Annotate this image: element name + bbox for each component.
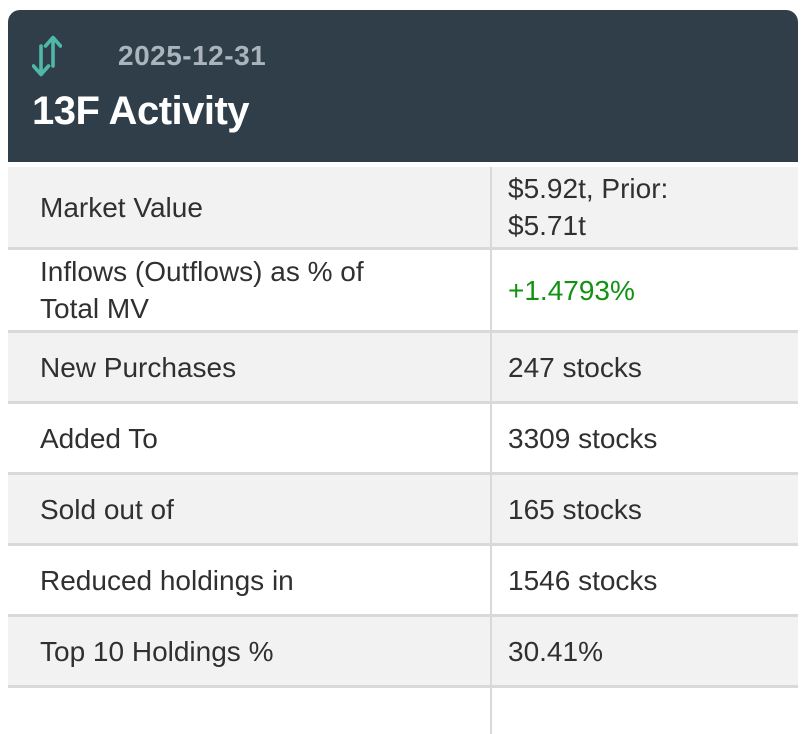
table-row-cutoff <box>8 685 798 734</box>
row-label: Added To <box>40 422 158 454</box>
13f-activity-card: 2025-12-31 13F Activity Market Value $5.… <box>8 10 798 734</box>
row-value: 165 stocks <box>508 493 642 525</box>
table-row-top10-holdings: Top 10 Holdings % 30.41% <box>8 614 798 685</box>
row-label: Sold out of <box>40 493 174 525</box>
row-value: 3309 stocks <box>508 422 658 454</box>
row-label: Reduced holdings in <box>40 564 294 596</box>
row-value: 247 stocks <box>508 351 642 383</box>
column-divider <box>490 167 492 734</box>
row-label: Market Value <box>40 191 203 223</box>
stats-table: Market Value $5.92t, Prior: $5.71t Inflo… <box>8 162 798 734</box>
row-value: $5.92t, Prior: $5.71t <box>508 173 669 241</box>
card-header: 2025-12-31 13F Activity <box>8 10 798 162</box>
row-label: Top 10 Holdings % <box>40 635 274 667</box>
row-value <box>490 708 798 714</box>
row-label <box>8 708 490 714</box>
card-title: 13F Activity <box>32 89 250 133</box>
table-row-reduced-holdings: Reduced holdings in 1546 stocks <box>8 543 798 614</box>
row-value-positive: +1.4793% <box>508 274 635 306</box>
table-row-sold-out-of: Sold out of 165 stocks <box>8 472 798 543</box>
table-row-market-value: Market Value $5.92t, Prior: $5.71t <box>8 167 798 247</box>
table-row-new-purchases: New Purchases 247 stocks <box>8 330 798 401</box>
table-row-inflows-outflows: Inflows (Outflows) as % of Total MV +1.4… <box>8 247 798 330</box>
header-top-row: 2025-12-31 <box>31 32 774 80</box>
sort-arrows-icon[interactable] <box>31 32 63 80</box>
row-value: 30.41% <box>508 635 603 667</box>
row-label: Inflows (Outflows) as % of Total MV <box>40 256 364 324</box>
report-date: 2025-12-31 <box>118 40 267 71</box>
table-row-added-to: Added To 3309 stocks <box>8 401 798 472</box>
row-label: New Purchases <box>40 351 237 383</box>
row-value: 1546 stocks <box>508 564 658 596</box>
